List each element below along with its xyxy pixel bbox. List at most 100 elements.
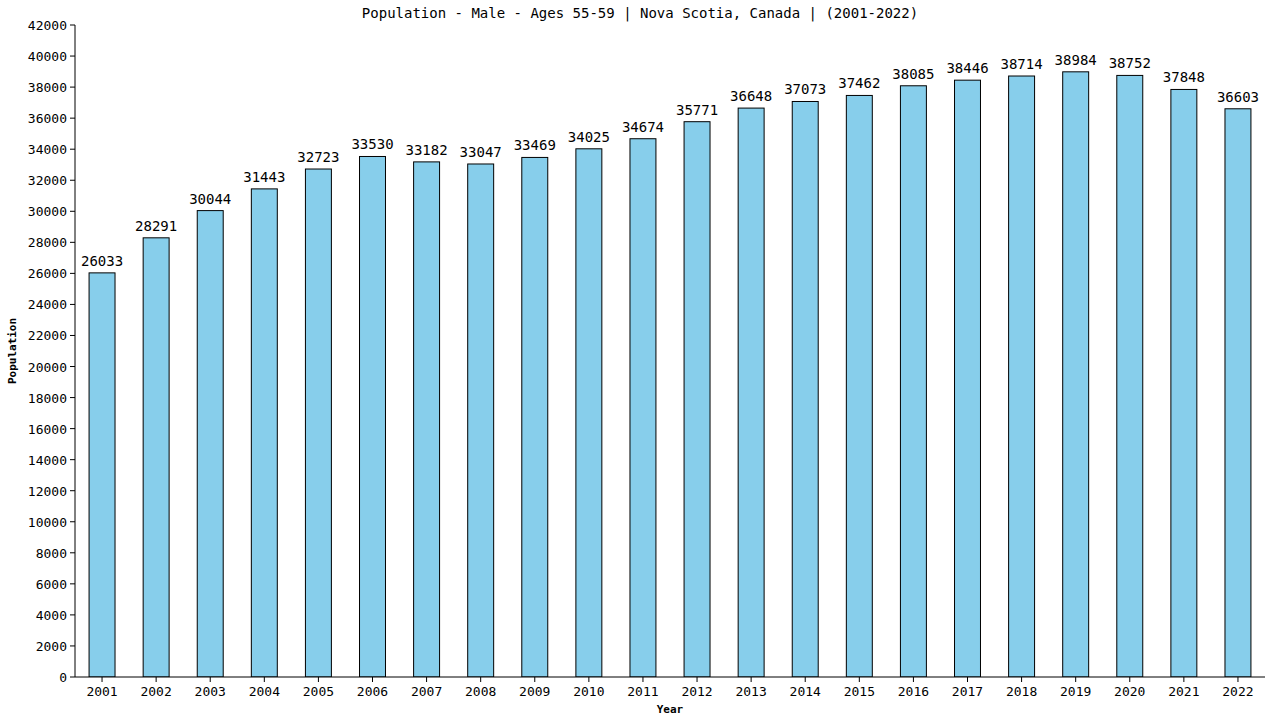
y-tick bbox=[70, 614, 75, 615]
bar bbox=[89, 273, 115, 677]
y-tick bbox=[70, 521, 75, 522]
x-tick-label: 2001 bbox=[86, 684, 117, 699]
y-tick-label: 16000 bbox=[28, 422, 67, 437]
bar bbox=[630, 139, 656, 677]
x-tick-label: 2009 bbox=[519, 684, 550, 699]
y-tick-label: 28000 bbox=[28, 235, 67, 250]
bar bbox=[1009, 76, 1035, 677]
bar bbox=[792, 101, 818, 677]
x-label: Year bbox=[657, 703, 684, 716]
y-tick-label: 2000 bbox=[36, 639, 67, 654]
y-tick-label: 40000 bbox=[28, 49, 67, 64]
data-label: 33469 bbox=[514, 137, 556, 153]
bar bbox=[1063, 72, 1089, 677]
x-tick bbox=[1075, 677, 1076, 682]
y-tick bbox=[70, 180, 75, 181]
bar bbox=[1117, 75, 1143, 677]
bar bbox=[414, 162, 440, 677]
x-tick-label: 2006 bbox=[357, 684, 388, 699]
x-tick bbox=[480, 677, 481, 682]
data-label: 30044 bbox=[189, 191, 231, 207]
y-tick bbox=[70, 428, 75, 429]
y-axis bbox=[75, 25, 76, 677]
x-tick-label: 2020 bbox=[1114, 684, 1145, 699]
data-label: 35771 bbox=[676, 102, 718, 118]
data-label: 37848 bbox=[1163, 69, 1205, 85]
x-tick bbox=[805, 677, 806, 682]
x-tick-label: 2019 bbox=[1060, 684, 1091, 699]
data-label: 33530 bbox=[351, 136, 393, 152]
title: Population - Male - Ages 55-59 | Nova Sc… bbox=[362, 5, 918, 22]
bar bbox=[468, 164, 494, 677]
x-tick-label: 2008 bbox=[465, 684, 496, 699]
y-tick-label: 36000 bbox=[28, 111, 67, 126]
y-tick bbox=[70, 366, 75, 367]
data-label: 37073 bbox=[784, 81, 826, 97]
data-label: 34025 bbox=[568, 129, 610, 145]
bar bbox=[360, 156, 386, 677]
x-axis bbox=[75, 677, 1265, 678]
y-tick-label: 4000 bbox=[36, 608, 67, 623]
x-tick-label: 2011 bbox=[627, 684, 658, 699]
x-tick bbox=[426, 677, 427, 682]
bar bbox=[522, 157, 548, 677]
data-label: 36603 bbox=[1217, 89, 1259, 105]
y-tick-label: 6000 bbox=[36, 577, 67, 592]
bar bbox=[738, 108, 764, 677]
data-label: 26033 bbox=[81, 253, 123, 269]
bar bbox=[1225, 109, 1251, 677]
y-tick-label: 0 bbox=[59, 670, 67, 685]
x-tick bbox=[318, 677, 319, 682]
bar bbox=[684, 122, 710, 677]
y-tick bbox=[70, 304, 75, 305]
bar bbox=[900, 86, 926, 677]
data-label: 38446 bbox=[946, 60, 988, 76]
bar bbox=[576, 149, 602, 677]
x-tick bbox=[1129, 677, 1130, 682]
data-label: 32723 bbox=[297, 149, 339, 165]
y-tick bbox=[70, 273, 75, 274]
x-tick bbox=[1021, 677, 1022, 682]
data-label: 31443 bbox=[243, 169, 285, 185]
x-tick bbox=[372, 677, 373, 682]
data-label: 33047 bbox=[460, 144, 502, 160]
x-tick bbox=[102, 677, 103, 682]
y-tick bbox=[70, 56, 75, 57]
x-tick bbox=[859, 677, 860, 682]
x-tick-label: 2018 bbox=[1006, 684, 1037, 699]
x-tick-label: 2010 bbox=[573, 684, 604, 699]
y-tick bbox=[70, 335, 75, 336]
data-label: 34674 bbox=[622, 119, 664, 135]
x-tick bbox=[1183, 677, 1184, 682]
x-tick bbox=[1237, 677, 1238, 682]
x-tick-label: 2004 bbox=[249, 684, 280, 699]
x-tick-label: 2003 bbox=[195, 684, 226, 699]
data-label: 38714 bbox=[1001, 56, 1043, 72]
x-tick-label: 2005 bbox=[303, 684, 334, 699]
y-tick-label: 8000 bbox=[36, 546, 67, 561]
x-tick-label: 2013 bbox=[735, 684, 766, 699]
y-tick bbox=[70, 242, 75, 243]
x-tick-label: 2007 bbox=[411, 684, 442, 699]
y-tick bbox=[70, 645, 75, 646]
bar bbox=[1171, 89, 1197, 677]
data-label: 38085 bbox=[892, 66, 934, 82]
x-tick-label: 2002 bbox=[140, 684, 171, 699]
x-tick-label: 2015 bbox=[844, 684, 875, 699]
x-tick-label: 2022 bbox=[1222, 684, 1253, 699]
y-tick bbox=[70, 552, 75, 553]
y-tick-label: 12000 bbox=[28, 484, 67, 499]
bar bbox=[955, 80, 981, 677]
x-tick-label: 2017 bbox=[952, 684, 983, 699]
y-tick-label: 10000 bbox=[28, 515, 67, 530]
data-label: 38984 bbox=[1055, 52, 1097, 68]
y-tick bbox=[70, 459, 75, 460]
y-tick-label: 22000 bbox=[28, 328, 67, 343]
data-label: 37462 bbox=[838, 75, 880, 91]
x-tick-label: 2021 bbox=[1168, 684, 1199, 699]
bar bbox=[305, 169, 331, 677]
data-label: 33182 bbox=[406, 142, 448, 158]
x-tick bbox=[534, 677, 535, 682]
x-tick bbox=[642, 677, 643, 682]
y-tick-label: 30000 bbox=[28, 204, 67, 219]
